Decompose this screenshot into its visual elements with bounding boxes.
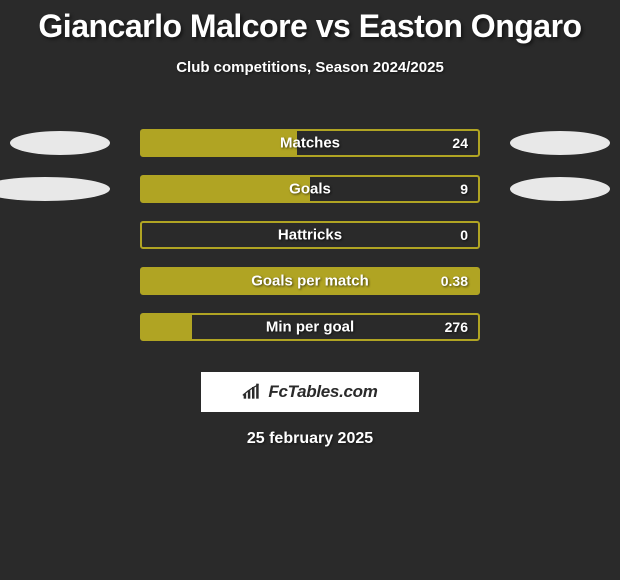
player-ellipse-left — [10, 131, 110, 155]
stat-bar: Hattricks0 — [140, 221, 480, 249]
stat-value: 0.38 — [441, 273, 468, 289]
logo-text: FcTables.com — [268, 382, 377, 402]
stat-value: 24 — [452, 135, 468, 151]
stat-bar: Goals per match0.38 — [140, 267, 480, 295]
subtitle: Club competitions, Season 2024/2025 — [0, 59, 620, 76]
player-ellipse-right — [510, 131, 610, 155]
date-text: 25 february 2025 — [0, 430, 620, 448]
stat-bar: Min per goal276 — [140, 313, 480, 341]
stat-row: Goals9 — [0, 166, 620, 212]
stat-bar: Goals9 — [140, 175, 480, 203]
stats-container: Matches24 Goals9 Hattricks0 Goals per match… — [0, 120, 620, 350]
stat-label: Min per goal — [142, 319, 478, 336]
stat-label: Goals — [142, 181, 478, 198]
stat-row: Matches24 — [0, 120, 620, 166]
stat-bar: Matches24 — [140, 129, 480, 157]
stat-label: Matches — [142, 135, 478, 152]
page-title: Giancarlo Malcore vs Easton Ongaro — [0, 0, 620, 45]
stat-row: Min per goal276 — [0, 304, 620, 350]
stat-value: 276 — [445, 319, 468, 335]
logo-box[interactable]: FcTables.com — [201, 372, 419, 412]
stat-value: 0 — [460, 227, 468, 243]
stat-row: Hattricks0 — [0, 212, 620, 258]
stat-row: Goals per match0.38 — [0, 258, 620, 304]
stat-value: 9 — [460, 181, 468, 197]
player-ellipse-left — [0, 177, 110, 201]
chart-icon — [242, 383, 262, 401]
stat-label: Goals per match — [142, 273, 478, 290]
stat-label: Hattricks — [142, 227, 478, 244]
player-ellipse-right — [510, 177, 610, 201]
